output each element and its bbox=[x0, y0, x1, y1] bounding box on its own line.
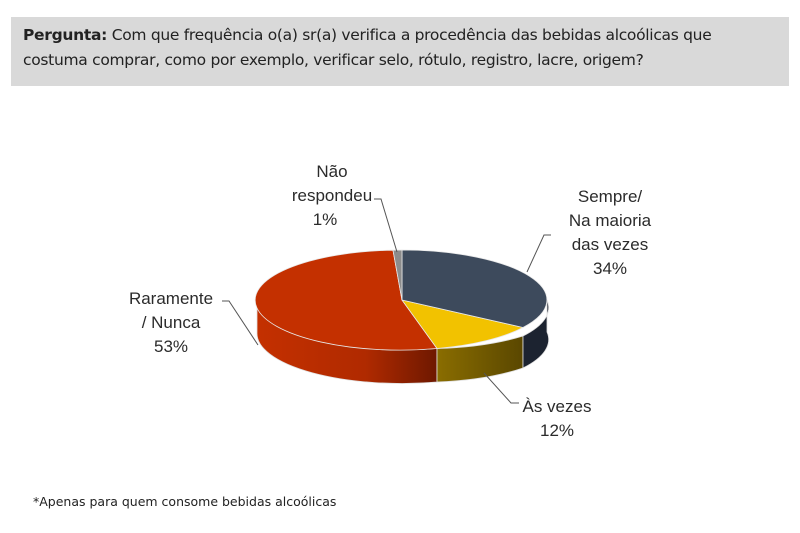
slice-asvezes bbox=[401, 299, 525, 349]
footnote: *Apenas para quem consome bebidas alcoól… bbox=[33, 494, 337, 509]
label-nao-respondeu: Não respondeu 1% bbox=[291, 162, 373, 229]
question-box: Pergunta: Com que frequência o(a) sr(a) … bbox=[11, 17, 789, 86]
label-raramente: Raramente / Nunca 53% bbox=[128, 289, 214, 356]
label-sempre: Sempre/ Na maioria das vezes 34% bbox=[568, 187, 652, 278]
label-as-vezes: Às vezes 12% bbox=[522, 397, 592, 440]
question-prefix: Pergunta: bbox=[23, 26, 108, 44]
pie-top bbox=[254, 249, 548, 351]
slice-raramente bbox=[254, 249, 438, 351]
slice-sempre bbox=[401, 249, 548, 328]
slice-naorespondeu bbox=[392, 249, 403, 301]
leader-lines bbox=[222, 198, 551, 404]
pie-sides bbox=[256, 299, 550, 384]
question-text: Com que frequência o(a) sr(a) verifica a… bbox=[23, 26, 712, 69]
